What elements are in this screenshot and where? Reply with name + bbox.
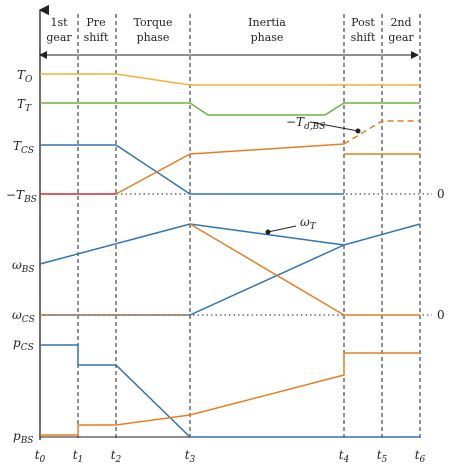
phase-header: 1st gear Pre shift Torque phase Inertia …: [39, 16, 419, 59]
omega-t-pointer: [267, 225, 297, 233]
zero-speed-label: 0: [437, 308, 445, 322]
td-bs-pointer-dot: [355, 128, 361, 134]
omega-t-label: ωT: [300, 215, 317, 232]
phase-2nd-gear-line2: gear: [388, 31, 414, 44]
phase-pre-shift-line1: Pre: [86, 16, 105, 29]
zero-torque-label: 0: [437, 187, 445, 201]
phase-inertia-line1: Inertia: [248, 16, 286, 29]
tick-t0: t0: [35, 448, 46, 465]
omega-t-pointer-dot: [265, 229, 271, 235]
phase-2nd-gear-line1: 2nd: [390, 16, 411, 29]
cs-torque-curve: [40, 144, 344, 195]
y-label-pcs: pCS: [13, 336, 34, 353]
output-torque-curve: [40, 73, 420, 86]
phase-torque-line1: Torque: [134, 16, 173, 29]
bs-speed-curve: [189, 223, 420, 316]
time-marker-lines: [77, 14, 421, 438]
tick-t4: t4: [339, 448, 350, 465]
tick-t1: t1: [73, 448, 84, 465]
time-tick-labels: t0 t1 t2 t3 t4 t5 t6: [35, 448, 426, 465]
y-label-tcs: TCS: [13, 139, 34, 156]
phase-1st-gear-line1: 1st: [50, 16, 68, 29]
td-bs-pointer: [309, 121, 359, 132]
phase-post-shift-line2: shift: [351, 31, 376, 44]
y-label-wbs: ωBS: [12, 258, 35, 275]
y-label-tt: TT: [17, 97, 32, 114]
cs-pressure-curve: [40, 344, 344, 438]
td-bs-label: −Td,BS: [286, 115, 325, 132]
cs-speed-curve: [40, 244, 345, 316]
tick-t2: t2: [111, 448, 122, 465]
y-label-pbs: pBS: [13, 429, 33, 446]
phase-post-shift-line1: Post: [351, 16, 375, 29]
y-label-wcs: ωCS: [12, 308, 35, 325]
phase-inertia-line2: phase: [251, 31, 284, 44]
y-label-to: TO: [17, 68, 33, 85]
phase-1st-gear-line2: gear: [46, 31, 72, 44]
turbine-torque-curve: [40, 102, 420, 116]
tick-t3: t3: [185, 448, 196, 465]
y-label-tbs: −TBS: [6, 188, 37, 205]
bs-pressure-curve: [40, 352, 420, 436]
y-axis-labels: TO TT TCS −TBS ωBS ωCS pCS pBS: [6, 68, 37, 446]
turbine-speed-curve: [39, 223, 421, 265]
phase-torque-line2: phase: [137, 31, 170, 44]
tick-t6: t6: [415, 448, 426, 465]
phase-pre-shift-line2: shift: [84, 31, 109, 44]
tick-t5: t5: [377, 448, 388, 465]
bs-torque-curve: [115, 143, 345, 195]
bs-desired-torque-curve: [343, 120, 420, 145]
